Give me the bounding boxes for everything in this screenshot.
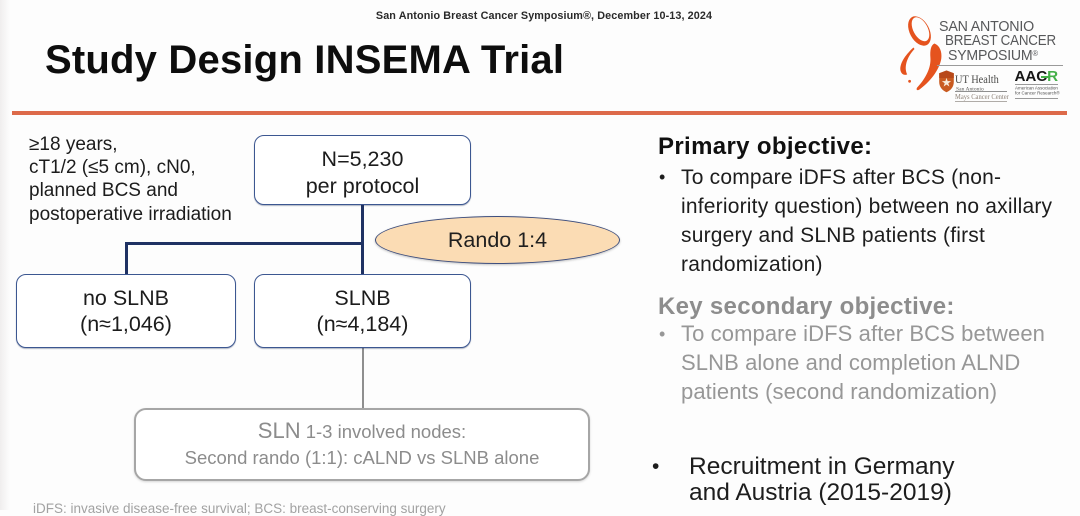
svg-text:★: ★ bbox=[941, 76, 952, 90]
